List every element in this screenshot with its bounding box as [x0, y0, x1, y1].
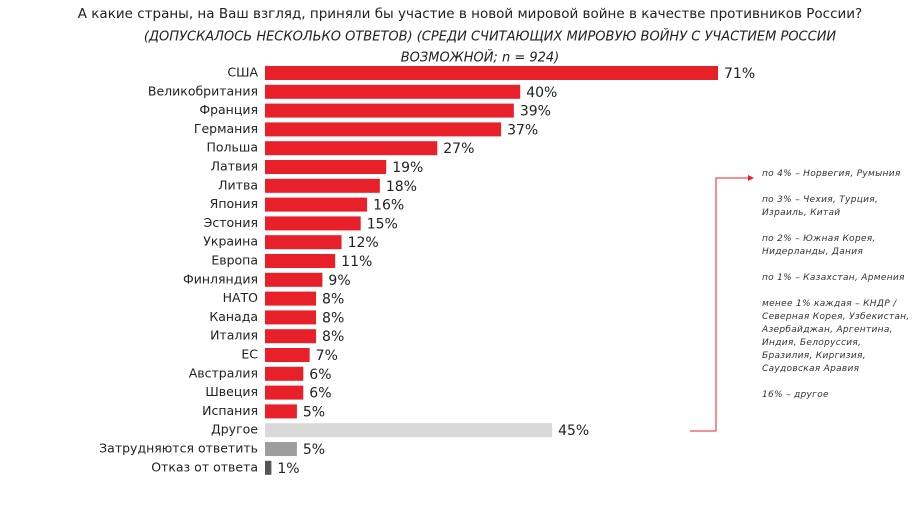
value-label: 16% [373, 198, 404, 214]
value-label: 27% [443, 141, 474, 157]
bar [265, 291, 317, 306]
value-label: 8% [322, 310, 344, 326]
category-label: Эстония [204, 215, 258, 230]
bar [265, 442, 297, 456]
category-label: НАТО [223, 290, 259, 305]
value-label: 11% [341, 254, 372, 270]
bar [265, 366, 304, 381]
value-label: 5% [303, 442, 325, 458]
category-label: Испания [202, 403, 258, 418]
value-label: 9% [328, 273, 350, 289]
bar [265, 103, 514, 118]
bar [265, 122, 502, 137]
category-label: Германия [194, 121, 258, 136]
chart-subtitle: ВОЗМОЖНОЙ; n = 924) [401, 50, 559, 66]
bar [265, 141, 438, 156]
category-label: Латвия [211, 159, 258, 174]
bar [265, 235, 342, 250]
category-label: Финляндия [183, 271, 258, 286]
category-label: Украина [203, 234, 258, 249]
bar [265, 160, 387, 174]
bar [265, 84, 521, 99]
category-label: США [227, 65, 258, 80]
value-label: 39% [520, 104, 551, 120]
annotation: менее 1% каждая – КНДР / Северная Корея,… [762, 299, 910, 374]
bar [265, 197, 368, 212]
bar [265, 385, 304, 400]
value-label: 71% [724, 66, 755, 82]
annotation: по 4% – Норвегия, Румыния [762, 169, 901, 179]
category-label: Великобритания [148, 83, 258, 98]
annotation-arrow [690, 177, 748, 432]
annotation: 16% – другое [762, 390, 829, 400]
category-label: Австралия [189, 365, 258, 380]
bar [265, 216, 361, 231]
annotation: по 3% – Чехия, Турция, Израиль, Китай [762, 195, 879, 218]
bar [265, 348, 310, 362]
value-label: 19% [392, 160, 423, 176]
value-label: 1% [277, 461, 299, 477]
value-label: 5% [303, 404, 325, 420]
annotation: по 2% – Южная Корея, Нидерланды, Дания [762, 234, 876, 257]
value-label: 8% [322, 292, 344, 308]
category-label: Польша [206, 140, 258, 155]
annotation: по 1% – Казахстан, Армения [762, 273, 905, 283]
category-label: Европа [211, 253, 258, 268]
arrow-head [748, 175, 754, 181]
bar [265, 404, 297, 419]
value-label: 37% [507, 122, 538, 138]
bar [265, 329, 317, 344]
bar [265, 272, 323, 287]
category-label: Литва [218, 177, 258, 192]
value-label: 6% [309, 367, 331, 383]
value-label: 15% [367, 216, 398, 232]
category-label: Япония [210, 196, 258, 211]
bar [265, 460, 272, 475]
category-label: Канада [209, 309, 258, 324]
value-label: 45% [558, 423, 589, 439]
category-label: Франция [199, 102, 258, 117]
value-label: 8% [322, 329, 344, 345]
value-label: 7% [316, 348, 338, 364]
bar [265, 254, 336, 268]
value-label: 6% [309, 386, 331, 402]
bar [265, 66, 718, 80]
category-label: Другое [211, 422, 258, 437]
category-label: ЕС [241, 347, 258, 362]
bar [265, 423, 553, 438]
bar [265, 178, 380, 193]
value-label: 12% [348, 235, 379, 251]
chart-subtitle: (ДОПУСКАЛОСЬ НЕСКОЛЬКО ОТВЕТОВ) (СРЕДИ С… [144, 29, 837, 45]
annotations: по 4% – Норвегия, Румыния по 3% – Чехия, … [762, 168, 912, 415]
value-label: 18% [386, 179, 417, 195]
category-label: Италия [210, 328, 258, 343]
chart-title: А какие страны, на Ваш взгляд, приняли б… [78, 6, 862, 22]
category-label: Отказ от ответа [151, 459, 258, 474]
value-label: 40% [526, 85, 557, 101]
category-label: Затрудняются ответить [99, 441, 258, 456]
bar [265, 310, 317, 325]
category-label: Швеция [205, 384, 258, 399]
